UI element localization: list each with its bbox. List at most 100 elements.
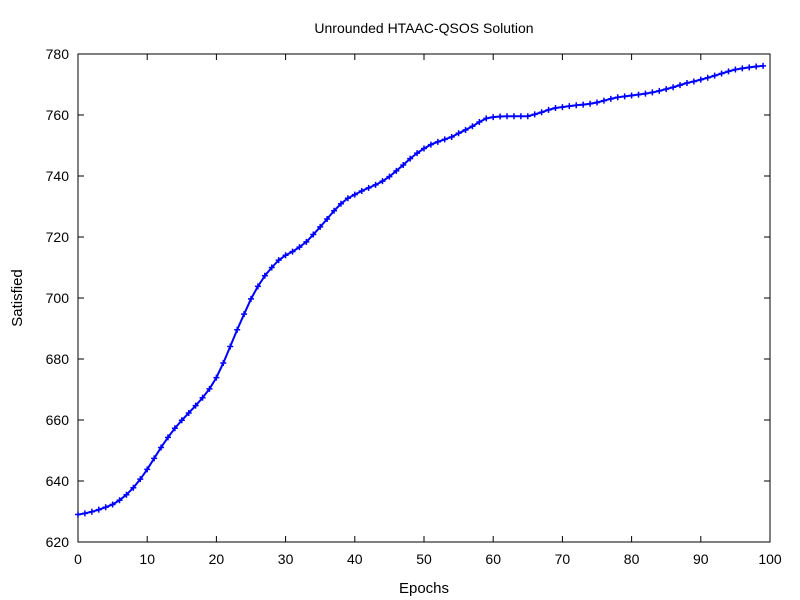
data-point-marker (324, 216, 331, 223)
data-point-marker (711, 72, 718, 79)
data-point-marker (725, 68, 732, 75)
data-point-marker (130, 484, 137, 491)
data-point-marker (683, 79, 690, 86)
data-point-marker (414, 150, 421, 157)
y-tick-label: 700 (46, 290, 70, 306)
data-point-marker (199, 394, 206, 401)
data-point-marker (621, 93, 628, 100)
data-point-marker (351, 191, 358, 198)
data-point-marker (75, 511, 81, 518)
data-point-marker (144, 466, 151, 473)
data-point-marker (732, 66, 739, 73)
data-point-marker (317, 223, 324, 230)
data-point-marker (580, 101, 587, 108)
data-point-marker (600, 97, 607, 104)
data-point-marker (178, 417, 185, 424)
series-group (75, 62, 767, 518)
data-point-marker (649, 89, 656, 96)
data-point-marker (642, 90, 649, 97)
data-point-marker (407, 155, 414, 162)
data-point-marker (587, 100, 594, 107)
data-point-marker (81, 510, 88, 517)
x-axis-label: Epochs (399, 580, 449, 597)
data-point-marker (234, 326, 241, 333)
data-point-marker (365, 184, 372, 191)
series-line (77, 64, 764, 516)
x-tick-label: 70 (555, 551, 571, 567)
data-point-marker (386, 173, 393, 180)
data-point-marker (517, 113, 524, 120)
data-point-marker (690, 78, 697, 85)
data-point-marker (753, 63, 760, 70)
data-point-marker (282, 252, 289, 259)
data-point-marker (427, 141, 434, 148)
data-point-marker (310, 231, 317, 238)
chart-title: Unrounded HTAAC-QSOS Solution (314, 20, 533, 36)
data-point-marker (192, 402, 199, 409)
data-point-marker (504, 113, 511, 120)
data-point-marker (227, 343, 234, 350)
data-point-marker (241, 311, 248, 318)
data-point-marker (670, 84, 677, 91)
data-point-marker (171, 425, 178, 432)
data-point-marker (552, 104, 559, 111)
data-point-marker (400, 162, 407, 169)
data-point-marker (448, 133, 455, 140)
y-tick-label: 680 (46, 351, 70, 367)
data-point-marker (718, 70, 725, 77)
y-tick-label: 780 (46, 46, 70, 62)
x-tick-label: 100 (758, 551, 782, 567)
data-point-marker (393, 167, 400, 174)
data-point-marker (296, 244, 303, 251)
y-tick-label: 760 (46, 107, 70, 123)
data-point-marker (656, 87, 663, 94)
data-point-marker (677, 82, 684, 89)
data-point-marker (697, 76, 704, 83)
data-point-marker (469, 123, 476, 130)
data-point-marker (88, 508, 95, 515)
data-point-marker (102, 504, 109, 511)
data-point-marker (760, 62, 767, 69)
data-point-marker (628, 92, 635, 99)
data-point-marker (254, 283, 261, 290)
x-tick-label: 50 (416, 551, 432, 567)
y-tick-label: 640 (46, 473, 70, 489)
data-point-marker (337, 200, 344, 207)
x-tick-label: 30 (278, 551, 294, 567)
x-tick-label: 40 (347, 551, 363, 567)
data-point-marker (372, 181, 379, 188)
data-point-marker (151, 455, 158, 462)
data-point-marker (497, 113, 504, 120)
data-point-marker (358, 187, 365, 194)
data-point-marker (483, 115, 490, 122)
data-point-marker (220, 359, 227, 366)
y-tick-label: 740 (46, 168, 70, 184)
data-point-marker (594, 99, 600, 106)
data-point-marker (331, 207, 338, 214)
data-point-marker (462, 126, 469, 133)
y-axis-label: Satisfied (9, 269, 26, 327)
data-point-marker (704, 74, 711, 81)
data-point-marker (213, 374, 220, 381)
data-point-marker (559, 104, 566, 111)
data-point-marker (206, 385, 213, 392)
data-point-marker (158, 444, 165, 451)
x-tick-label: 20 (209, 551, 225, 567)
x-tick-label: 0 (74, 551, 82, 567)
x-tick-label: 60 (485, 551, 501, 567)
data-point-marker (614, 94, 621, 101)
data-point-marker (538, 109, 545, 116)
data-point-marker (566, 103, 573, 110)
data-point-marker (607, 95, 614, 102)
data-point-marker (137, 476, 144, 483)
data-point-marker (531, 111, 538, 118)
data-point-marker (421, 145, 427, 152)
y-tick-label: 720 (46, 229, 70, 245)
data-point-marker (524, 113, 531, 120)
data-point-marker (379, 178, 386, 185)
plot-frame (77, 53, 771, 543)
data-point-marker (434, 138, 441, 145)
data-point-marker (268, 264, 275, 271)
data-point-marker (455, 130, 462, 137)
